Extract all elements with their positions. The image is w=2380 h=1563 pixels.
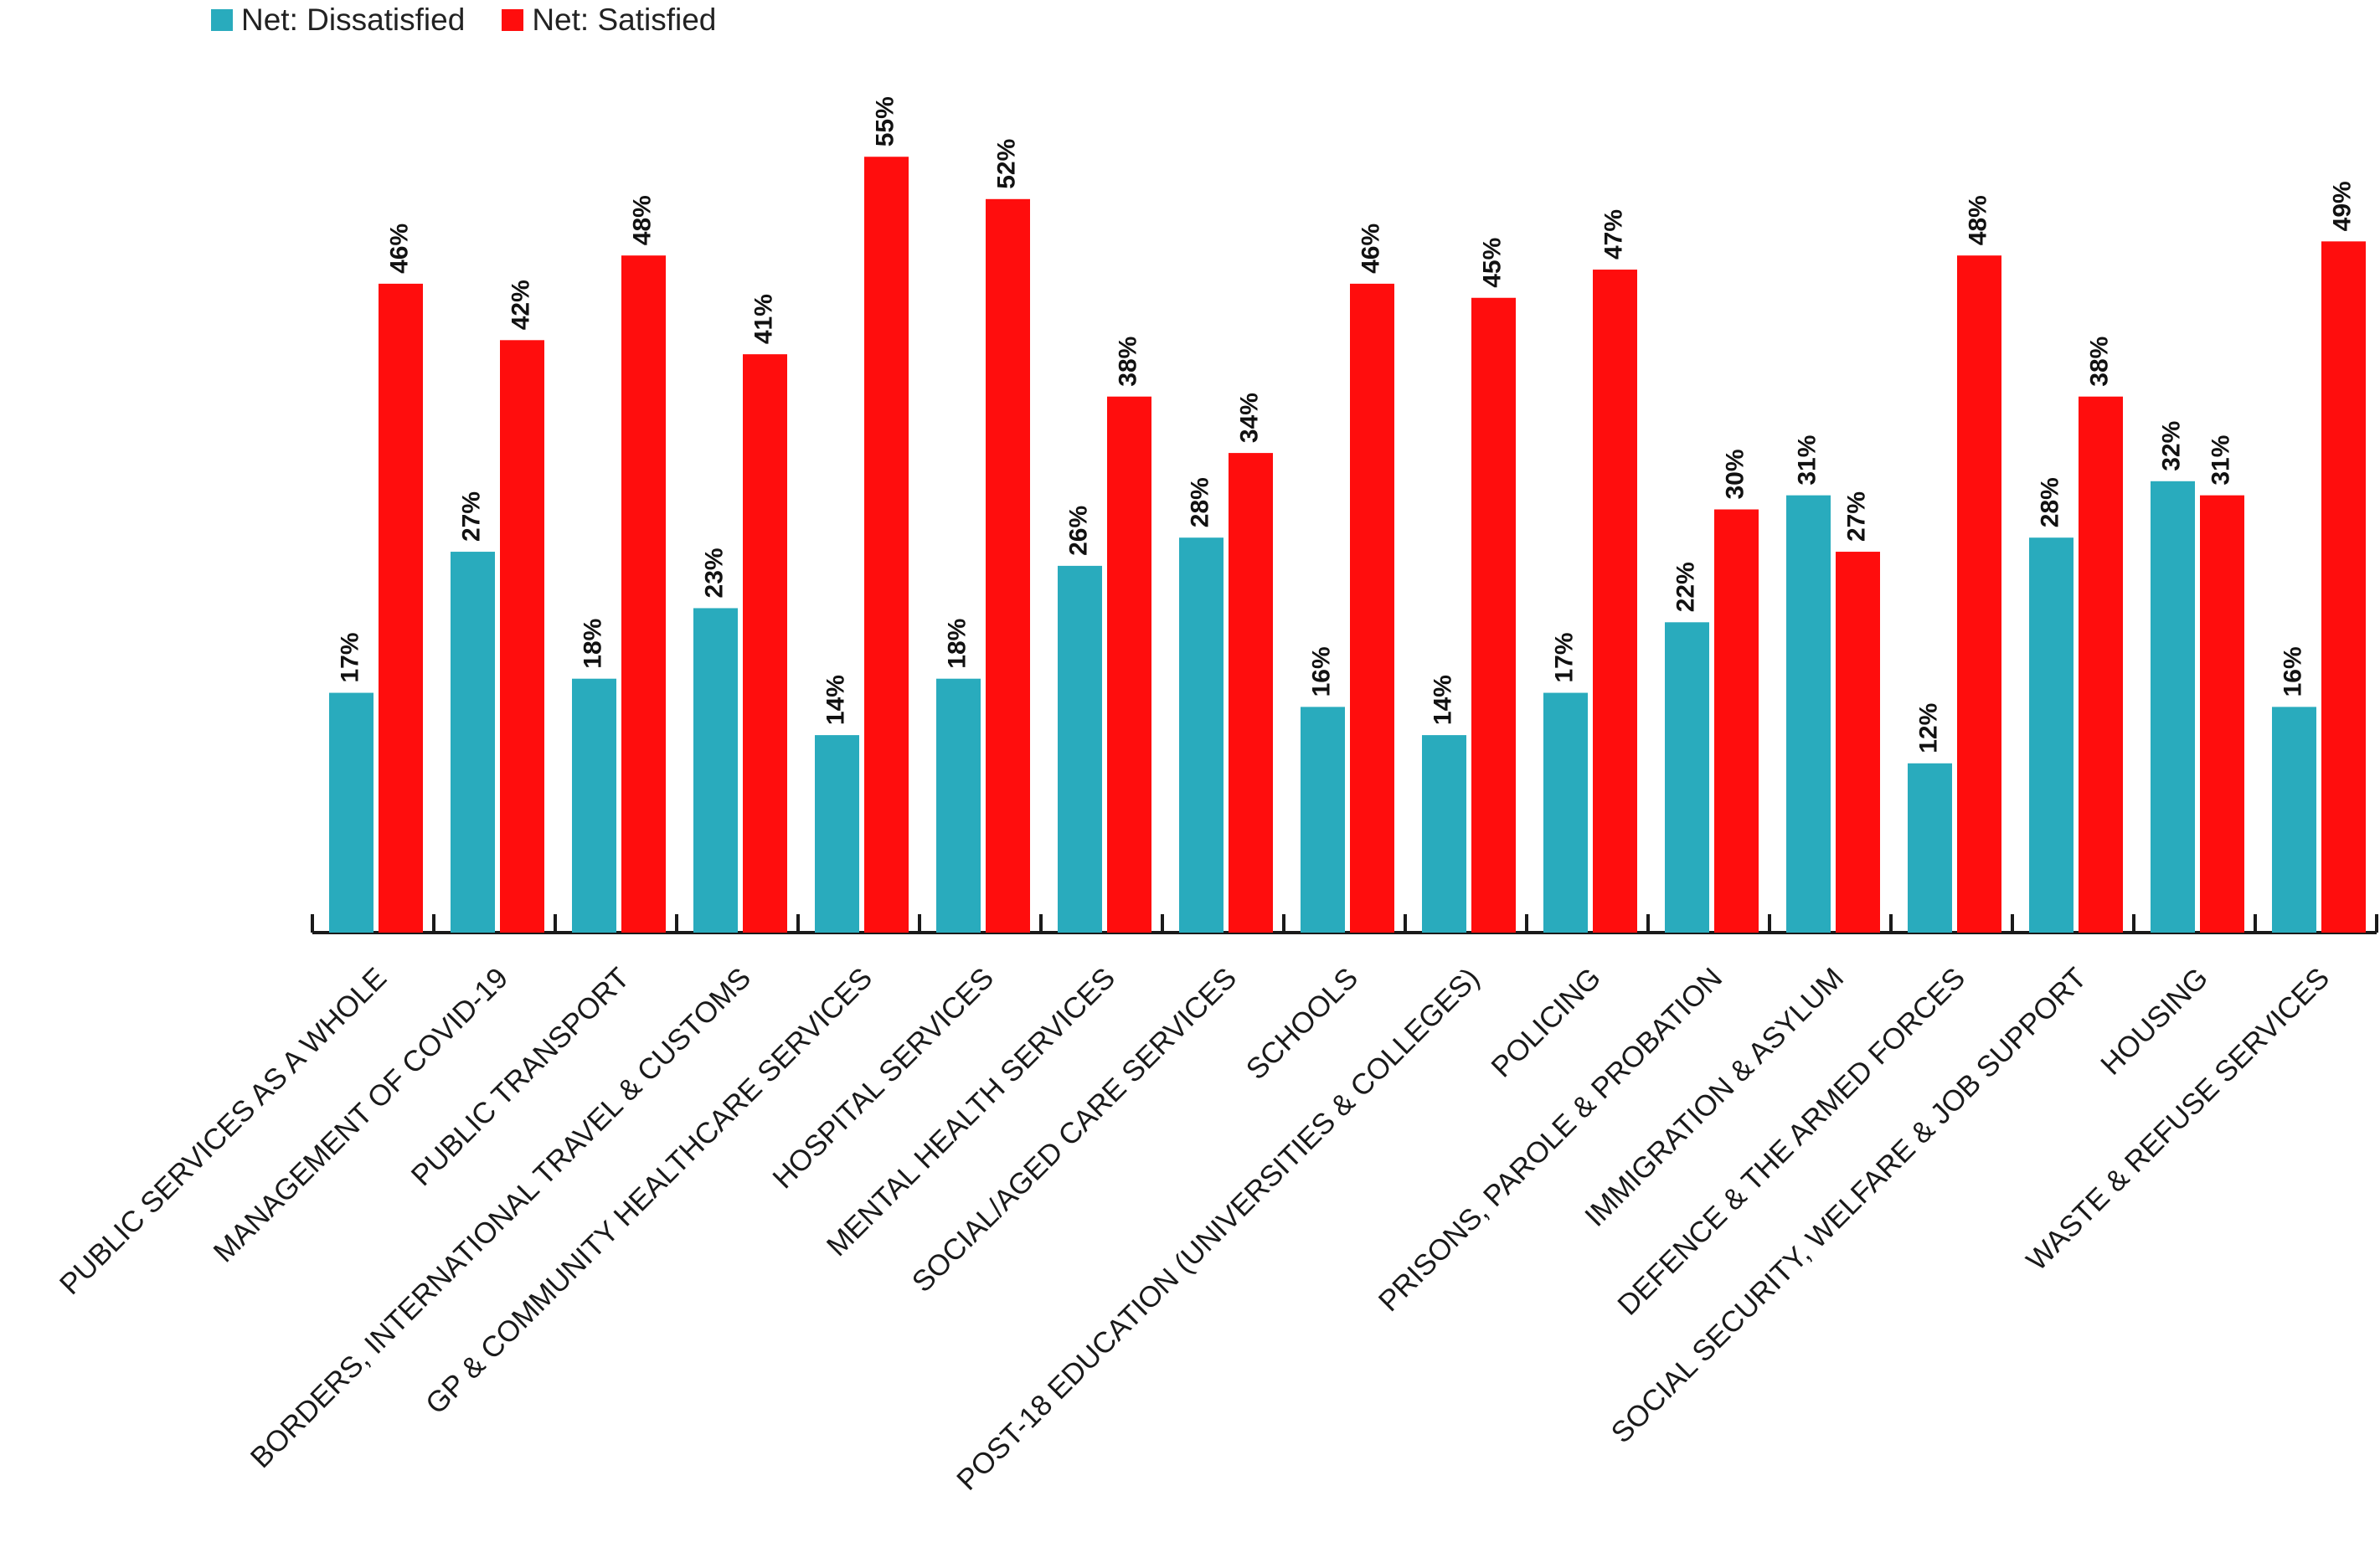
data-label-dissatisfied: 32% [2157,421,2185,471]
data-label-satisfied: 34% [1235,393,1263,443]
bar-satisfied [1593,270,1637,933]
data-label-dissatisfied: 17% [336,633,363,683]
bar-dissatisfied [815,735,859,933]
data-label-dissatisfied: 28% [2036,477,2063,527]
bar-satisfied [1957,255,2001,933]
data-label-satisfied: 38% [1114,337,1141,387]
bar-dissatisfied [693,608,738,933]
bar-satisfied [2321,241,2366,933]
data-label-dissatisfied: 23% [700,548,728,598]
data-label-satisfied: 30% [1721,449,1749,499]
category-label: PUBLIC TRANSPORT [405,962,636,1193]
bar-dissatisfied [451,552,495,933]
bar-satisfied [2079,396,2123,933]
bar-dissatisfied [1058,565,1102,933]
bar-dissatisfied [1179,537,1223,933]
bar-dissatisfied [1786,495,1831,933]
data-label-dissatisfied: 18% [579,619,606,669]
data-label-satisfied: 49% [2328,181,2356,231]
data-label-satisfied: 46% [385,224,413,274]
bar-satisfied [1836,552,1880,933]
data-label-dissatisfied: 12% [1914,703,1942,753]
bar-satisfied [986,198,1030,933]
data-label-dissatisfied: 14% [822,675,849,725]
legend-label-satisfied: Net: Satisfied [532,3,717,37]
legend-label-dissatisfied: Net: Dissatisfied [241,3,466,37]
data-label-satisfied: 31% [2207,435,2234,486]
bar-dissatisfied [1301,707,1345,933]
data-label-satisfied: 42% [507,280,534,330]
bar-dissatisfied [2151,481,2195,933]
bar-dissatisfied [1908,763,1952,933]
data-label-satisfied: 38% [2085,337,2113,387]
data-label-dissatisfied: 31% [1793,435,1821,486]
category-label: SCHOOLS [1240,962,1365,1087]
data-label-satisfied: 41% [750,294,777,344]
bar-dissatisfied [572,678,616,933]
data-label-dissatisfied: 22% [1672,562,1699,612]
legend-swatch-dissatisfied [211,9,233,31]
category-label: IMMIGRATION & ASYLUM [1579,962,1850,1233]
bar-dissatisfied [1665,622,1709,933]
category-label: POLICING [1485,962,1607,1084]
data-label-dissatisfied: 14% [1429,675,1456,725]
data-label-satisfied: 46% [1357,224,1384,274]
bar-satisfied [621,255,666,933]
bar-satisfied [1229,453,1273,933]
data-label-satisfied: 27% [1842,491,1870,542]
category-label: HOUSING [2094,962,2214,1082]
data-label-dissatisfied: 27% [457,491,485,542]
bar-satisfied [379,283,423,933]
bar-satisfied [1714,509,1759,933]
data-label-satisfied: 47% [1600,209,1627,260]
legend-item-satisfied: Net: Satisfied [502,3,716,38]
bar-satisfied [1350,283,1394,933]
bar-dissatisfied [936,678,981,933]
bar-satisfied [1107,396,1151,933]
bar-satisfied [864,157,909,933]
bar-satisfied [743,354,787,933]
data-label-satisfied: 55% [871,96,899,147]
bar-satisfied [1471,297,1516,933]
bar-dissatisfied [2272,707,2316,933]
data-label-dissatisfied: 17% [1550,633,1578,683]
legend-item-dissatisfied: Net: Dissatisfied [211,3,465,38]
data-label-satisfied: 45% [1478,238,1506,288]
bar-satisfied [500,340,544,933]
data-label-dissatisfied: 18% [943,619,971,669]
data-label-dissatisfied: 28% [1186,477,1213,527]
data-label-dissatisfied: 26% [1064,506,1092,556]
bar-satisfied [2200,495,2244,933]
legend: Net: Dissatisfied Net: Satisfied [211,0,753,40]
category-label: HOSPITAL SERVICES [766,962,1000,1195]
bar-dissatisfied [1543,692,1588,933]
data-label-dissatisfied: 16% [2279,646,2306,697]
data-label-satisfied: 52% [992,139,1020,189]
bar-dissatisfied [1422,735,1466,933]
data-label-satisfied: 48% [1964,195,1991,245]
legend-swatch-satisfied [502,9,524,31]
category-label: GP & COMMUNITY HEALTHCARE SERVICES [420,962,878,1421]
bar-dissatisfied [2029,537,2073,933]
data-label-dissatisfied: 16% [1307,646,1335,697]
data-label-satisfied: 48% [628,195,656,245]
bar-dissatisfied [329,692,373,933]
